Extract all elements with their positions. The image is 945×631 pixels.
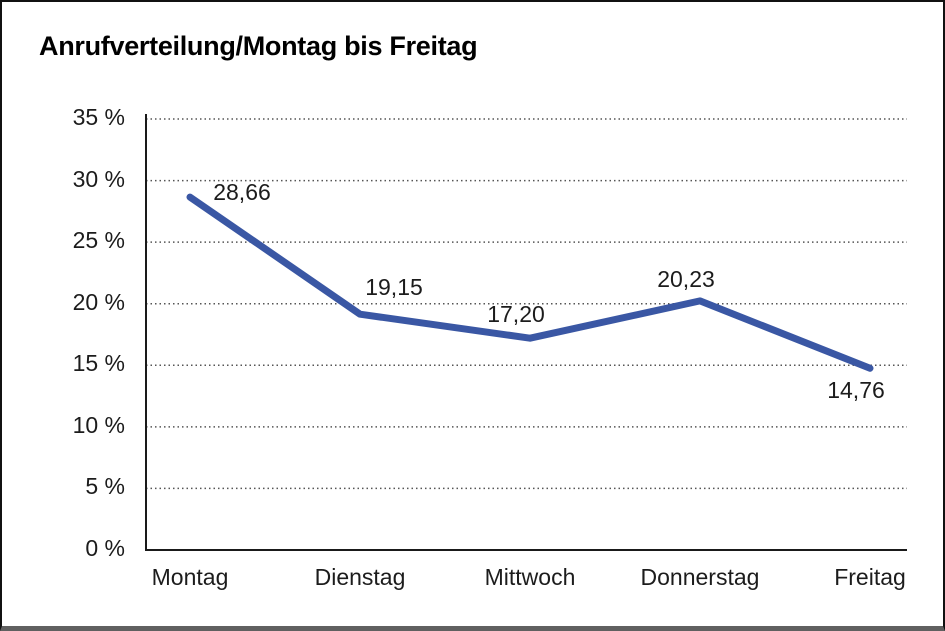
data-label: 17,20 — [487, 301, 545, 328]
y-tick-label: 35 % — [72, 104, 125, 130]
y-tick-label: 25 % — [72, 227, 125, 254]
data-line-series — [186, 193, 874, 372]
y-tick-label: 20 % — [72, 288, 125, 315]
data-label: 19,15 — [365, 274, 423, 301]
y-tick-label: 10 % — [72, 411, 125, 438]
x-axis-label: Donnerstag — [640, 564, 760, 590]
chart-title: Anrufverteilung/Montag bis Freitag — [39, 31, 478, 61]
y-tick-label: 15 % — [72, 350, 125, 377]
data-label: 20,23 — [657, 265, 715, 292]
x-axis-label: Freitag — [834, 564, 906, 590]
x-axis-label: Mittwoch — [484, 564, 576, 590]
y-tick-label: 0 % — [85, 535, 125, 561]
y-tick-label: 30 % — [72, 165, 125, 192]
data-label: 28,66 — [213, 179, 271, 206]
x-axis-label: Montag — [151, 564, 229, 590]
data-label: 14,76 — [827, 377, 885, 404]
x-axis-label: Dienstag — [314, 564, 406, 590]
y-tick-label: 5 % — [85, 473, 125, 500]
